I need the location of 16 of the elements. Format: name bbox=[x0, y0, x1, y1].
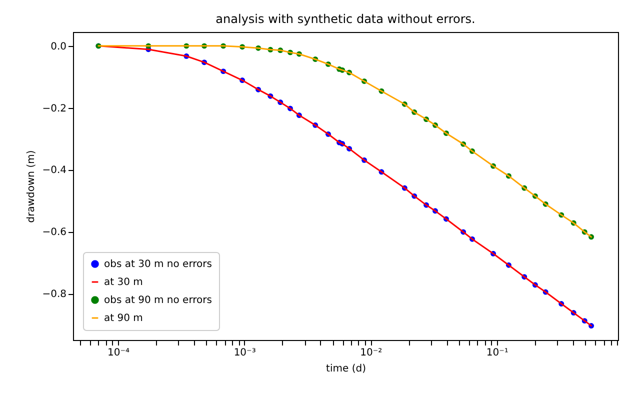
y-tick-label: −0.6 bbox=[42, 227, 66, 238]
y-tick-label: −0.2 bbox=[42, 103, 66, 114]
y-tick-label: 0.0 bbox=[50, 41, 66, 52]
legend-label: obs at 30 m no errors bbox=[104, 259, 212, 270]
legend-label: obs at 90 m no errors bbox=[104, 295, 212, 306]
x-tick-label: 10⁻⁴ bbox=[108, 348, 130, 358]
y-tick-label: −0.8 bbox=[42, 289, 66, 300]
legend-label: at 30 m bbox=[104, 277, 143, 288]
x-tick-label: 10⁻¹ bbox=[486, 348, 508, 358]
y-axis-title: drawdown (m) bbox=[26, 150, 38, 223]
chart-title: analysis with synthetic data without errors. bbox=[216, 12, 476, 26]
legend-label: at 90 m bbox=[104, 313, 143, 324]
x-axis-title: time (d) bbox=[326, 364, 366, 374]
y-tick-label: −0.4 bbox=[42, 165, 66, 176]
x-tick-label: 10⁻³ bbox=[234, 348, 256, 358]
x-tick-label: 10⁻² bbox=[360, 348, 382, 358]
